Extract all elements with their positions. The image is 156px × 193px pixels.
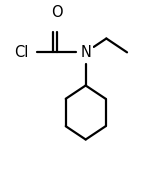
Text: N: N xyxy=(80,45,91,60)
Text: Cl: Cl xyxy=(14,45,28,60)
Text: O: O xyxy=(51,5,62,20)
